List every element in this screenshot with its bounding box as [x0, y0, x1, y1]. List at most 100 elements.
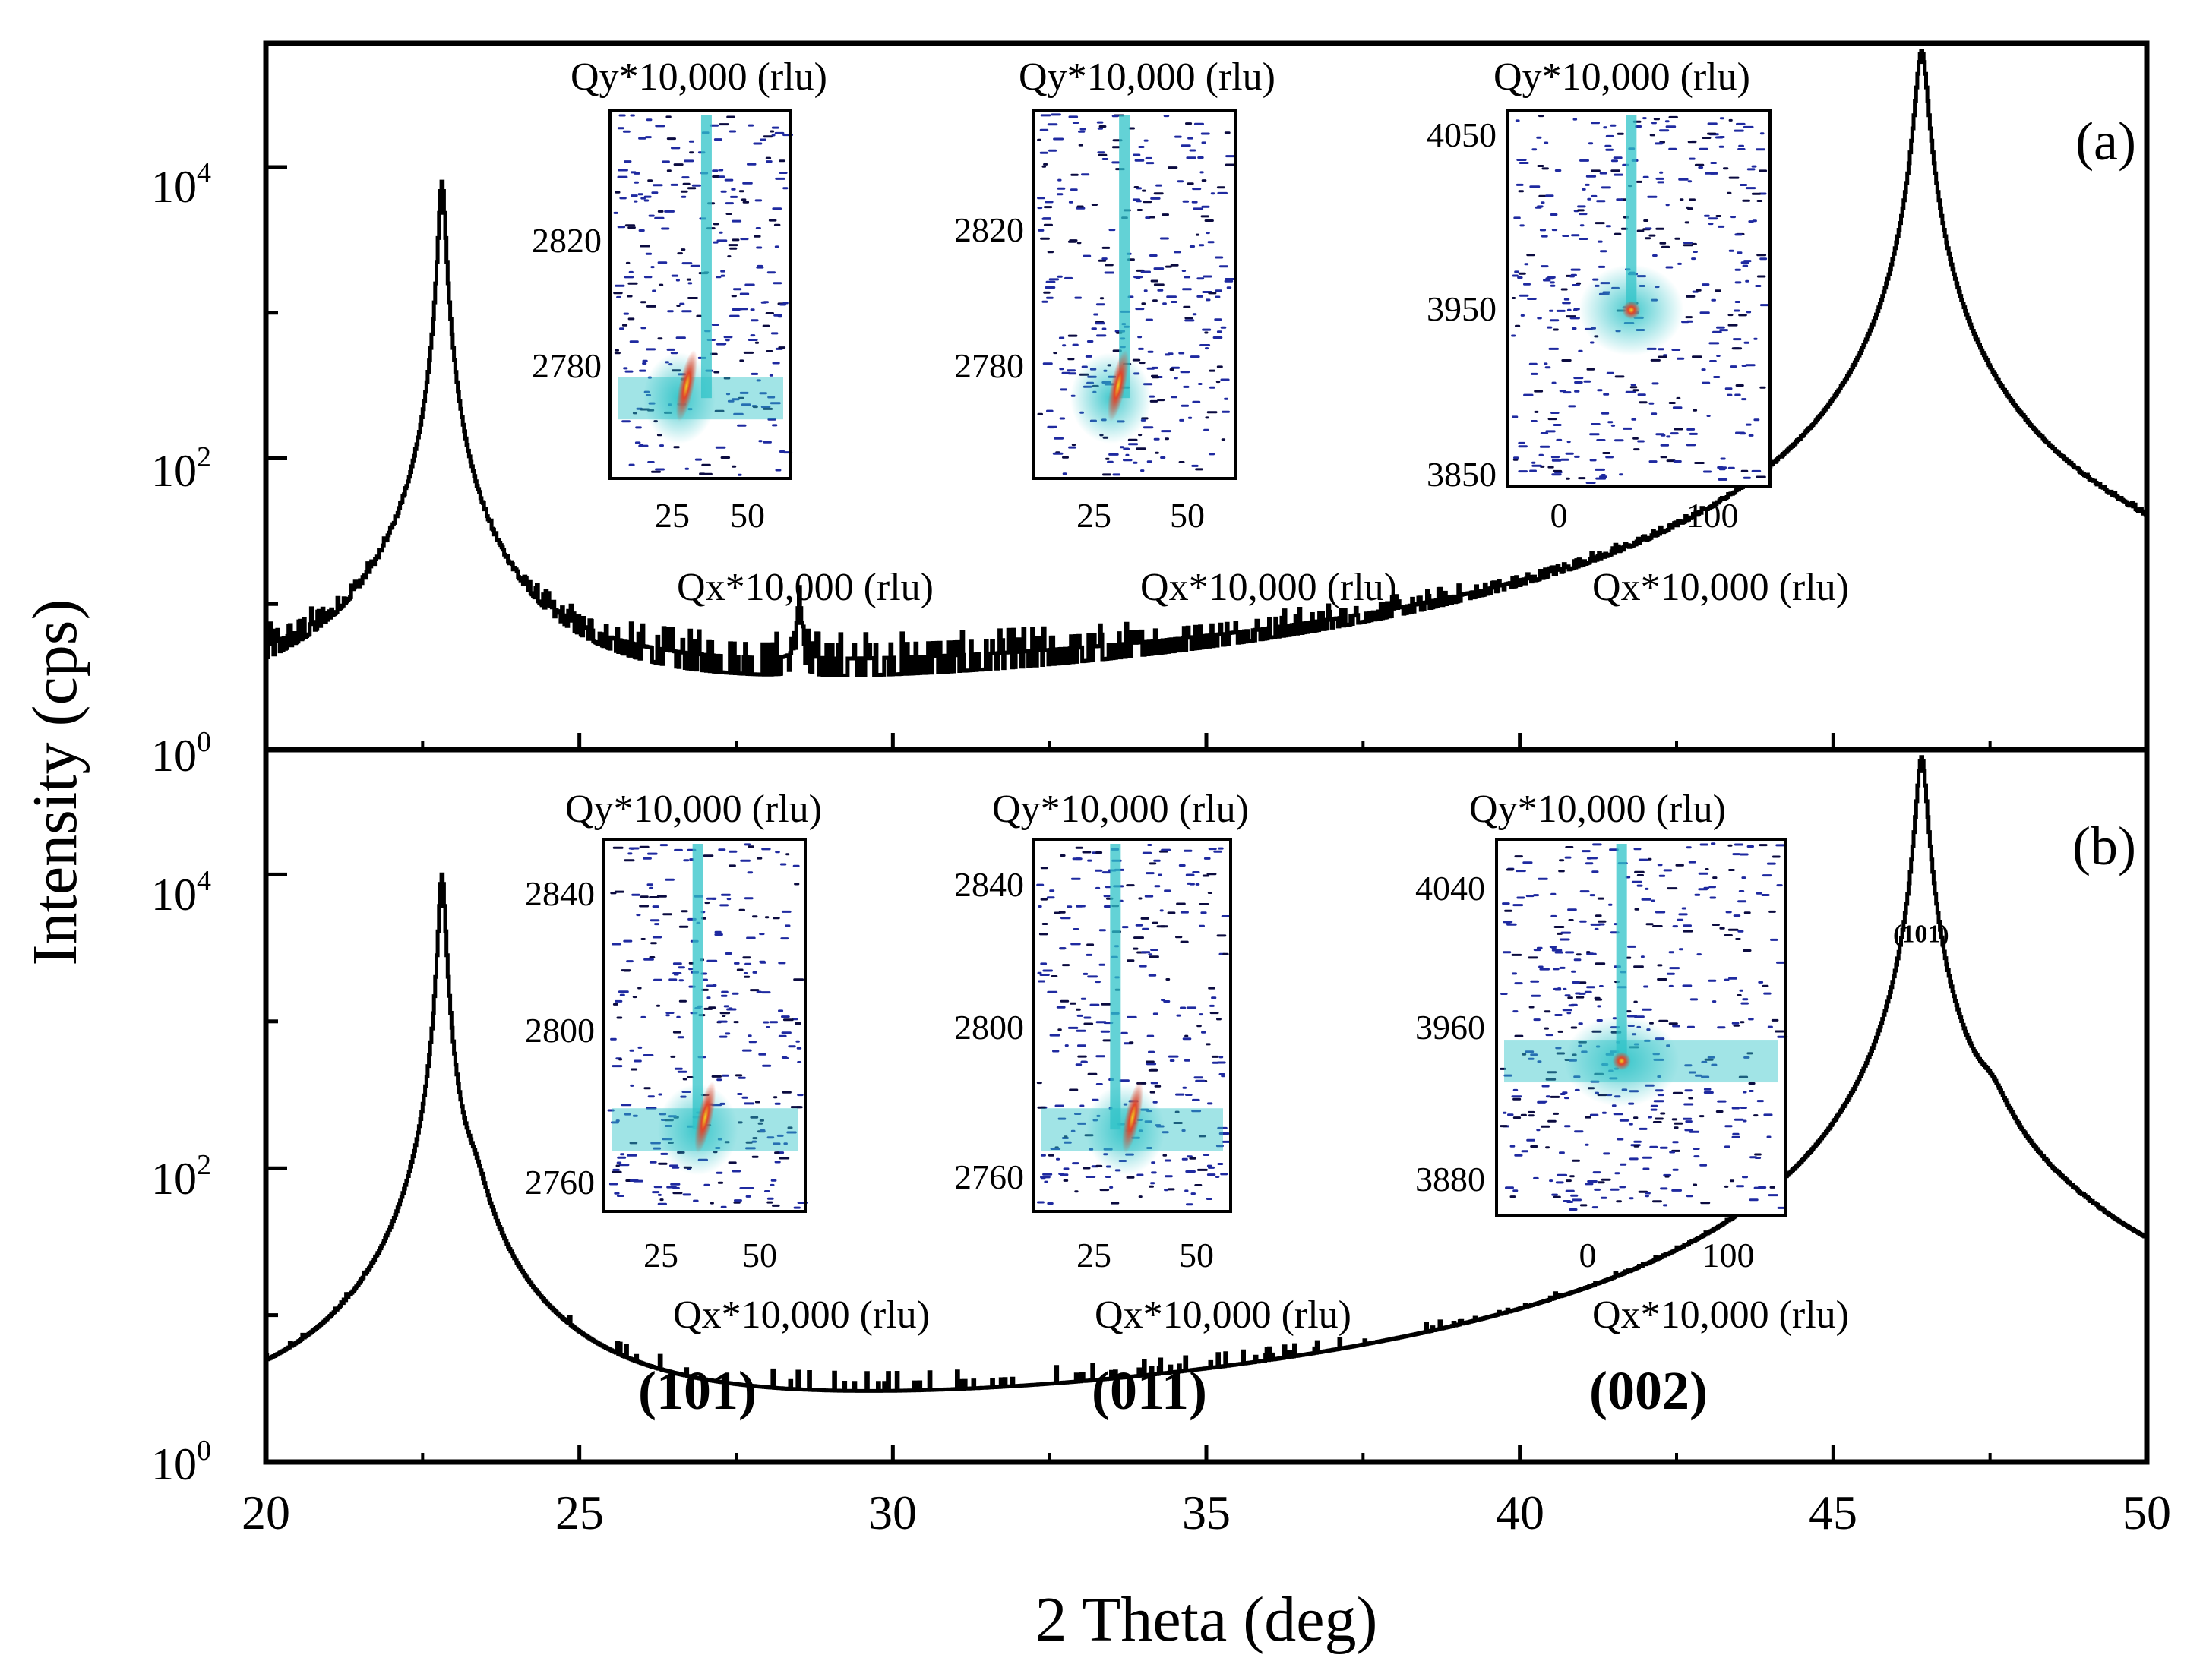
- inset-a3-contour: [1574, 455, 1580, 458]
- inset-a1-contour: [686, 278, 691, 281]
- inset-a2-contour: [1193, 122, 1204, 125]
- inset-a1-streak: [700, 115, 712, 399]
- inset-a3-contour: [1659, 171, 1664, 174]
- inset-b2-contour: [1050, 1148, 1061, 1150]
- inset-b3-contour: [1735, 938, 1741, 940]
- inset-a1-contour: [739, 292, 750, 295]
- inset-b2-contour: [1083, 972, 1089, 975]
- inset-b3-contour: [1707, 1056, 1715, 1059]
- inset-a3-contour: [1734, 268, 1741, 271]
- inset-a1-contour: [618, 114, 626, 117]
- inset-a1-contour: [763, 135, 773, 138]
- inset-a3-contour: [1658, 348, 1664, 351]
- inset-a2-contour: [1143, 201, 1152, 204]
- inset-b2-contour: [1189, 1157, 1196, 1160]
- inset-b2-contour: [1176, 902, 1186, 905]
- inset-a2-contour: [1201, 179, 1207, 182]
- inset-a2-contour: [1045, 201, 1054, 204]
- inset-a3-contour: [1745, 187, 1756, 190]
- inset-b1-contour: [643, 1054, 654, 1056]
- inset-a1-contour: [646, 118, 653, 122]
- inset-b2-contour: [1221, 915, 1231, 917]
- inset-a3-contour: [1531, 461, 1536, 464]
- inset-a2-contour: [1215, 256, 1224, 259]
- inset-b3-contour: [1503, 921, 1513, 924]
- inset-b1-contour: [712, 984, 717, 987]
- inset-b3-contour: [1512, 972, 1517, 975]
- inset-b2-contour: [1165, 978, 1171, 981]
- inset-b2-contour: [1209, 1012, 1219, 1015]
- inset-a3-contour: [1539, 229, 1547, 232]
- inset-a3-contour: [1623, 427, 1632, 430]
- inset-a1-contour: [713, 138, 722, 141]
- inset-a1-contour: [756, 379, 761, 382]
- inset-a2-contour: [1107, 460, 1114, 463]
- inset-a3-contour: [1655, 177, 1664, 180]
- inset-b2-contour: [1207, 1102, 1213, 1105]
- inset-a2-contour: [1138, 347, 1144, 350]
- inset-a3-contour: [1708, 342, 1720, 345]
- inset-a2-contour: [1069, 239, 1078, 242]
- inset-a1-contour: [760, 138, 766, 141]
- inset-a3-contour: [1665, 266, 1674, 269]
- inset-a3-contour: [1570, 268, 1581, 271]
- inset-b3-contour: [1708, 886, 1716, 889]
- inset-b2-contour: [1194, 1184, 1203, 1186]
- inset-a2-contour: [1037, 412, 1043, 415]
- inset-b3-contour: [1770, 938, 1778, 941]
- inset-a2-contour: [1105, 264, 1114, 267]
- inset-a3-contour: [1537, 317, 1542, 320]
- inset-b3-contour: [1775, 844, 1785, 847]
- inset-a2-contour: [1209, 386, 1215, 389]
- inset-a1-contour: [673, 163, 684, 166]
- inset-a1-contour: [774, 245, 779, 248]
- inset-b3-contour: [1550, 914, 1557, 917]
- inset-a3-contour: [1538, 194, 1547, 197]
- inset-b1-contour: [652, 936, 662, 939]
- inset-b3-contour: [1742, 998, 1749, 1001]
- inset-a3-contour: [1551, 473, 1562, 476]
- inset-b3-contour: [1545, 1078, 1557, 1081]
- inset-a3-contour: [1534, 410, 1539, 413]
- inset-b3-contour: [1688, 1071, 1696, 1074]
- inset-a3-contour: [1610, 124, 1617, 127]
- inset-b1-contour: [716, 1171, 723, 1174]
- inset-a3-contour: [1597, 240, 1603, 243]
- inset-b2-contour: [1059, 947, 1067, 950]
- inset-b3-contour: [1756, 1100, 1764, 1103]
- inset-b3-contour: [1657, 978, 1667, 981]
- inset-a1-xlabel: Qx*10,000 (rlu): [677, 566, 934, 609]
- inset-a2-contour: [1199, 344, 1211, 346]
- inset-a2-contour: [1128, 443, 1139, 446]
- inset-a2-contour: [1157, 289, 1164, 292]
- inset-a1-contour: [652, 289, 656, 292]
- inset-b3-contour: [1530, 980, 1540, 983]
- inset-b3-contour: [1668, 1022, 1678, 1025]
- inset-b1-contour: [734, 962, 740, 965]
- inset-b2: Qy*10,000 (rlu) 2760 2800 2840 25 50 Qx*…: [954, 788, 1351, 1421]
- inset-b3-contour: [1645, 1195, 1649, 1198]
- inset-b3-contour: [1759, 844, 1768, 847]
- inset-a1-contour: [691, 184, 701, 187]
- inset-a3-contour: [1689, 157, 1696, 160]
- inset-a3-contour: [1716, 326, 1725, 329]
- inset-b1-contour: [632, 1114, 638, 1117]
- inset-a1-contour: [682, 182, 691, 185]
- inset-b2-contour: [1175, 936, 1183, 939]
- inset-b3-contour: [1585, 1116, 1591, 1119]
- inset-b1-contour: [646, 1107, 657, 1110]
- inset-a2-contour: [1145, 318, 1153, 321]
- inset-a3-contour: [1710, 162, 1717, 164]
- inset-a2-contour: [1147, 350, 1154, 353]
- inset-a3-contour: [1579, 224, 1585, 227]
- inset-a2-contour: [1163, 115, 1170, 118]
- inset-b2-contour: [1037, 1106, 1046, 1109]
- inset-b1-contour: [781, 1015, 790, 1018]
- inset-a3-contour: [1652, 254, 1658, 257]
- inset-b2-contour: [1040, 867, 1048, 870]
- inset-b1-substrate-peak: [694, 1081, 716, 1153]
- inset-b1-contour: [643, 1087, 651, 1090]
- inset-b3-contour: [1693, 1155, 1700, 1158]
- inset-a3-contour: [1759, 304, 1771, 307]
- inset-b3-contour: [1671, 1118, 1678, 1121]
